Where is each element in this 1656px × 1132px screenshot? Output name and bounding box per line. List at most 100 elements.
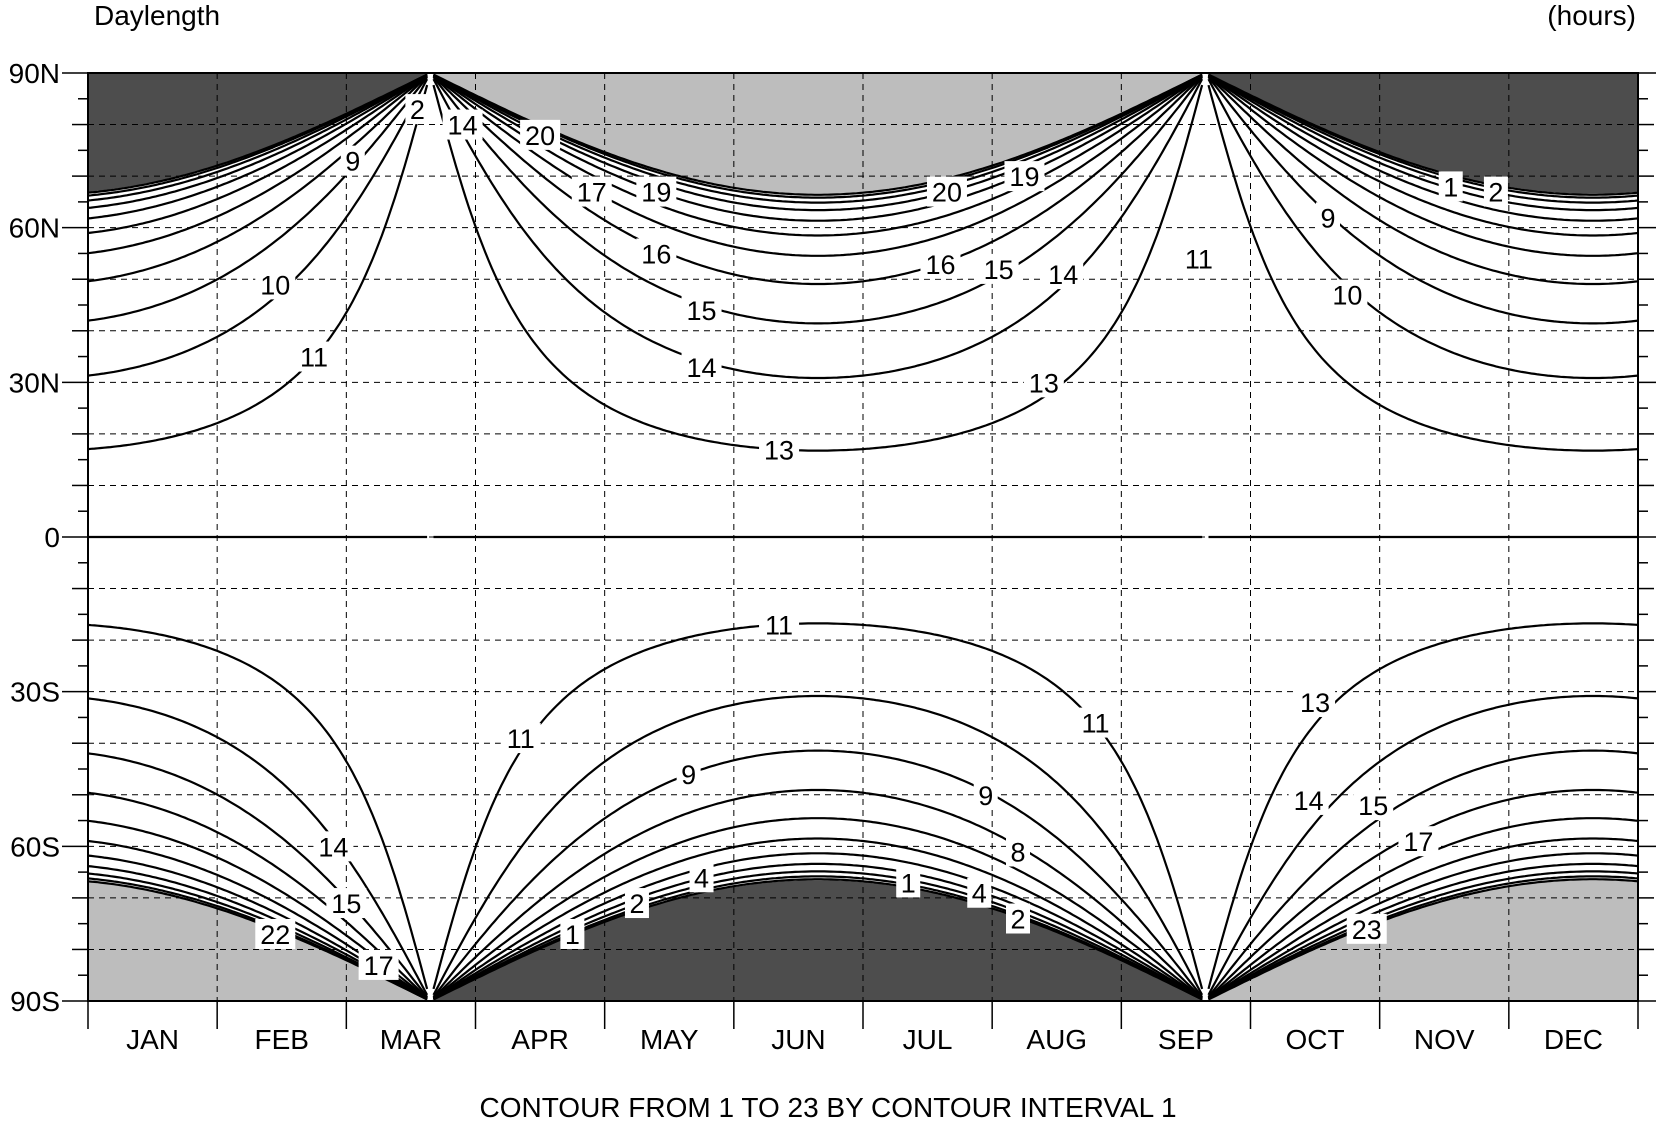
contour-line-7 <box>1207 74 1639 257</box>
y-tick-label: 30S <box>10 677 60 708</box>
chart-title: Daylength <box>94 0 221 31</box>
contour-label-bg <box>1327 279 1368 310</box>
contour-line-2 <box>1207 73 1639 199</box>
contour-line-15 <box>1207 749 1639 998</box>
contour-line-6 <box>87 74 428 235</box>
contour-label: 14 <box>448 111 478 141</box>
contour-label-bg <box>926 176 967 207</box>
contour-label-bg <box>1004 161 1045 192</box>
x-tick-label: DEC <box>1544 1024 1603 1055</box>
contour-label: 13 <box>1300 688 1330 718</box>
contour-line-3 <box>1207 73 1639 204</box>
contour-label-bg <box>340 145 365 176</box>
x-tick-label: FEB <box>255 1024 309 1055</box>
contour-label: 2 <box>629 889 644 919</box>
contour-label: 10 <box>260 270 290 300</box>
contour-line-16 <box>432 75 1203 286</box>
contour-label-bg <box>1288 784 1329 815</box>
contour-line-11 <box>432 622 1204 990</box>
contour-label-bg <box>294 341 335 372</box>
contour-label: 1 <box>1443 172 1458 202</box>
contour-info-footer: CONTOUR FROM 1 TO 23 BY CONTOUR INTERVAL… <box>479 1092 1177 1123</box>
contour-label: 14 <box>687 353 717 383</box>
contour-label: 20 <box>932 178 962 208</box>
contour-line-20 <box>432 73 1203 212</box>
contour-line-10 <box>1207 78 1639 380</box>
contour-line-19 <box>432 74 1203 222</box>
contour-label-bg <box>1075 707 1116 738</box>
y-tick-label: 60N <box>9 213 60 244</box>
contour-line-3 <box>87 73 428 202</box>
contour-line-2 <box>87 73 428 197</box>
contour-label-bg <box>520 119 561 150</box>
contour-label: 11 <box>1081 709 1109 739</box>
contour-label-bg <box>759 434 800 465</box>
contour-label-bg <box>689 862 714 893</box>
contour-line-10 <box>87 78 429 377</box>
contour-label-bg <box>1438 171 1463 202</box>
contour-label-bg <box>973 779 998 810</box>
contour-label: 17 <box>364 951 394 981</box>
contour-label-bg <box>1006 903 1030 934</box>
contour-label: 16 <box>641 239 671 269</box>
contour-label-bg <box>636 176 677 207</box>
y-tick-label: 90N <box>9 58 60 89</box>
x-tick-label: MAY <box>640 1024 699 1055</box>
contour-label: 19 <box>641 178 671 208</box>
contour-line-23 <box>1208 878 1639 1001</box>
contour-line-14 <box>87 697 429 996</box>
contour-line-20 <box>1207 862 1639 1001</box>
contour-label: 10 <box>1332 281 1362 311</box>
polar-day-shading-north <box>430 73 1206 194</box>
contour-line-17 <box>432 74 1203 257</box>
contour-label: 17 <box>577 178 607 208</box>
contour-label: 11 <box>765 611 793 641</box>
contour-label-bg <box>1346 913 1387 944</box>
contour-label-bg <box>405 94 430 125</box>
contour-label-bg <box>313 831 354 862</box>
contour-line-7 <box>87 74 428 255</box>
contour-label-bg <box>1006 836 1030 867</box>
units-label: (hours) <box>1547 0 1636 31</box>
contour-label-bg <box>759 609 800 640</box>
contour-line-18 <box>432 74 1203 237</box>
polar-night-shading-south <box>430 880 1206 1001</box>
contour-label: 4 <box>972 879 987 909</box>
contour-line-21 <box>1207 870 1639 1001</box>
contour-label: 9 <box>681 760 696 790</box>
contour-line-8 <box>432 788 1203 999</box>
y-tick-label: 60S <box>10 831 60 862</box>
contour-label-bg <box>896 867 921 898</box>
contour-line-16 <box>87 791 428 999</box>
contour-label-bg <box>624 888 649 919</box>
contour-label: 19 <box>1009 162 1039 192</box>
contour-line-22 <box>432 73 1203 199</box>
contour-line-9 <box>432 749 1203 998</box>
contour-line-6 <box>1207 74 1639 237</box>
y-tick-label: 0 <box>44 522 60 553</box>
contour-label: 2 <box>1488 178 1503 208</box>
x-tick-label: AUG <box>1026 1024 1087 1055</box>
contour-line-6 <box>432 837 1203 1000</box>
contour-label-bg <box>1043 259 1084 290</box>
contour-line-8 <box>87 75 428 283</box>
contour-label-bg <box>920 248 961 279</box>
x-tick-label: OCT <box>1286 1024 1345 1055</box>
contour-label-bg <box>255 269 296 300</box>
contour-label: 1 <box>565 920 580 950</box>
contour-label: 20 <box>525 121 555 151</box>
x-tick-label: JUL <box>903 1024 953 1055</box>
contour-label-bg <box>636 238 677 269</box>
contour-label: 13 <box>764 435 794 465</box>
x-tick-label: MAR <box>380 1024 442 1055</box>
contour-label-bg <box>1316 202 1340 233</box>
contour-label-bg <box>571 176 612 207</box>
contour-line-4 <box>1207 73 1639 212</box>
contour-line-10 <box>432 694 1204 996</box>
contour-line-7 <box>432 817 1203 1000</box>
contour-line-9 <box>87 76 428 322</box>
contour-label: 1 <box>901 868 916 898</box>
contour-line-11 <box>87 84 429 451</box>
contour-label-bg <box>681 295 722 326</box>
